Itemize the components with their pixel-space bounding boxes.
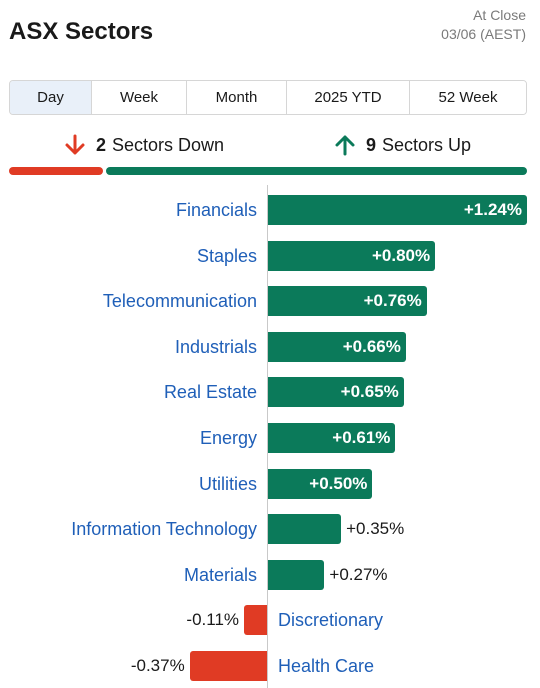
sector-value: +0.27% [329, 564, 388, 584]
sector-value: +0.80% [371, 245, 431, 265]
status-label: At Close [473, 7, 526, 23]
sectors-down-summary: 2 Sectors Down [64, 133, 224, 157]
tab-52-week[interactable]: 52 Week [410, 81, 526, 114]
sector-bar [268, 240, 436, 271]
tab-day[interactable]: Day [10, 81, 92, 114]
sector-label[interactable]: Industrials [174, 336, 257, 357]
sector-label[interactable]: Staples [196, 245, 257, 266]
zero-axis [267, 185, 268, 688]
sector-bar [268, 331, 406, 362]
sector-label[interactable]: Discretionary [278, 610, 384, 631]
period-tabs: Day Week Month 2025 YTD 52 Week [9, 80, 527, 115]
sector-row: Utilities +0.50% [0, 468, 540, 499]
sector-value: +0.76% [363, 291, 422, 311]
sector-value: -0.11% [186, 610, 240, 630]
sector-row: Information Technology +0.35% [0, 514, 540, 545]
sector-label[interactable]: Financials [175, 200, 257, 220]
sector-value: +1.24% [463, 200, 522, 219]
sector-label[interactable]: Utilities [198, 473, 257, 494]
status-date: 03/06 (AEST) [441, 26, 526, 42]
sectors-up-count: 9 [366, 134, 377, 155]
sector-bar [268, 514, 342, 545]
sector-bar [268, 468, 373, 499]
sector-bar [268, 423, 396, 453]
sector-label[interactable]: Information Technology [71, 519, 257, 540]
sector-bar [268, 195, 527, 225]
sector-row: Health Care -0.37% [0, 651, 540, 681]
header: ASX Sectors At Close 03/06 (AEST) [9, 0, 529, 60]
sector-row: Discretionary -0.11% [0, 605, 540, 636]
sector-value: +0.35% [346, 519, 405, 539]
sector-row: Real Estate +0.65% [0, 377, 540, 408]
sector-label[interactable]: Health Care [278, 656, 375, 676]
sector-bar [268, 559, 325, 590]
sector-value: +0.61% [332, 428, 391, 447]
sector-label[interactable]: Telecommunication [102, 291, 257, 312]
sector-row: Energy +0.61% [0, 423, 540, 453]
advance-segment [105, 167, 527, 175]
arrow-up-icon [335, 135, 355, 156]
sector-row: Staples +0.80% [0, 240, 540, 271]
sector-value: +0.50% [309, 473, 368, 493]
tab-week[interactable]: Week [92, 81, 187, 114]
sector-label[interactable]: Real Estate [163, 382, 257, 403]
sector-bar [268, 377, 404, 408]
page-title: ASX Sectors [9, 18, 154, 45]
tab-month[interactable]: Month [187, 81, 287, 114]
sector-value: +0.65% [340, 382, 399, 402]
sector-value: +0.66% [342, 336, 401, 356]
sector-bar [268, 286, 427, 317]
sector-bar [189, 651, 267, 681]
sector-row: Telecommunication +0.76% [0, 286, 540, 317]
sector-value: -0.37% [130, 656, 185, 675]
sectors-down-count: 2 [96, 134, 107, 155]
sector-row: Industrials +0.66% [0, 331, 540, 362]
arrow-down-icon [65, 134, 85, 155]
sector-row: Financials +1.24% [0, 195, 540, 225]
market-status: At Close 03/06 (AEST) [441, 6, 526, 44]
decline-segment [9, 167, 103, 175]
tab-ytd[interactable]: 2025 YTD [287, 81, 410, 114]
sectors-up-label: Sectors Up [382, 134, 472, 155]
advance-decline-bar [9, 167, 527, 175]
sectors-down-label: Sectors Down [112, 134, 225, 155]
sectors-up-summary: 9 Sectors Up [334, 133, 471, 157]
sector-label[interactable]: Energy [199, 428, 257, 448]
sector-bar [244, 605, 267, 636]
sector-performance-chart: Financials +1.24% Staples +0.80% Telecommuni… [0, 185, 540, 688]
sector-label[interactable]: Materials [183, 564, 257, 585]
sector-row: Materials +0.27% [0, 559, 540, 590]
